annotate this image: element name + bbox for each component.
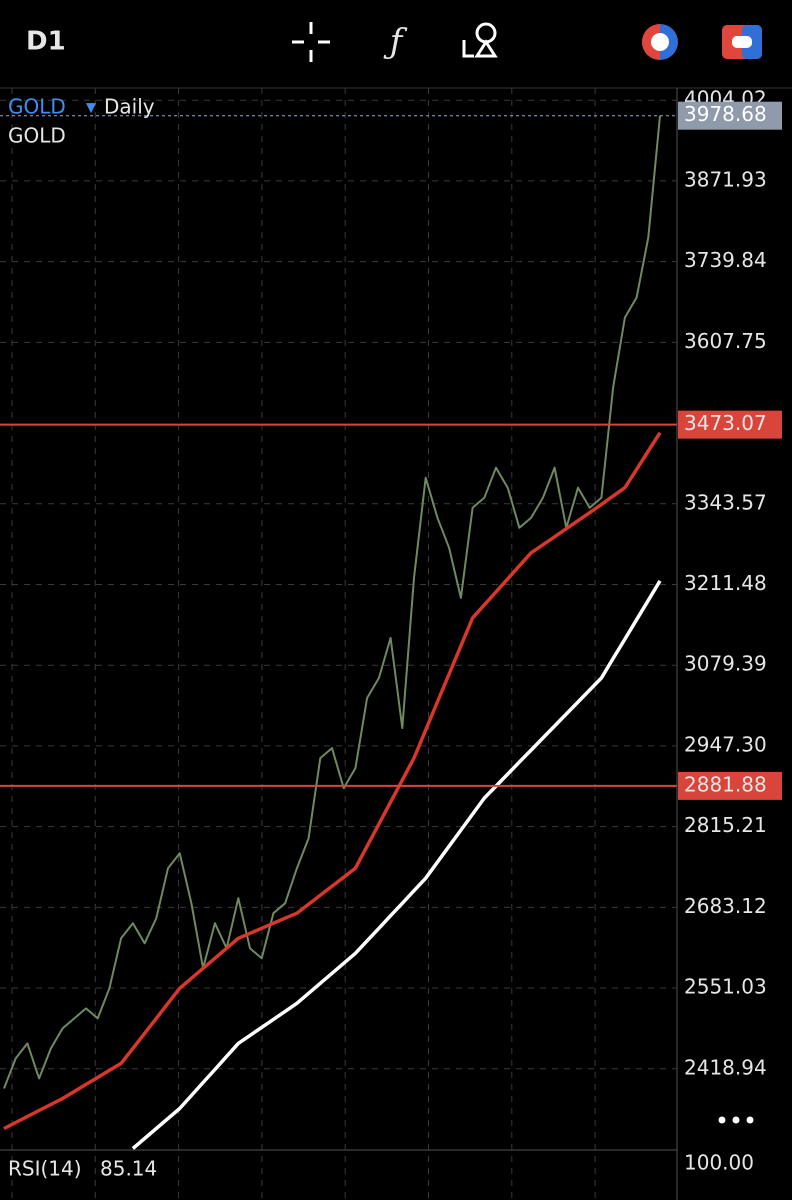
series-label: GOLD (8, 124, 66, 148)
y-tick-label: 2947.30 (684, 732, 767, 756)
last-price-label: 3978.68 (684, 102, 767, 126)
y-tick-label: 2815.21 (684, 813, 767, 837)
level-label-box (678, 410, 782, 439)
crosshair-icon[interactable] (292, 22, 330, 62)
y-tick-label: 3211.48 (684, 571, 767, 595)
period-label: Daily (104, 95, 155, 119)
indicator-value: 85.14 (100, 1157, 157, 1181)
y-tick-label: 3871.93 (684, 167, 767, 191)
timeframe-button[interactable]: D1 (26, 27, 66, 57)
y-tick-label: 3607.75 (684, 329, 767, 353)
level-label-box (678, 771, 782, 800)
level-label: 2881.88 (684, 772, 767, 796)
price-line (3, 115, 661, 1089)
moving-average (3, 431, 662, 1131)
symbol-selector[interactable]: GOLD (8, 95, 66, 119)
more-button[interactable] (718, 1116, 754, 1124)
trade-icon[interactable] (642, 24, 678, 60)
objects-icon[interactable] (462, 22, 498, 58)
y-tick-label: 2418.94 (684, 1055, 767, 1079)
y-tick-label: 2683.12 (684, 894, 767, 918)
moving-average (131, 579, 662, 1150)
level-label: 3473.07 (684, 411, 767, 435)
indicator-tick-label: 100.00 (684, 1151, 754, 1175)
account-icon[interactable] (722, 25, 762, 59)
y-tick-label: 3079.39 (684, 652, 767, 676)
y-tick-label: 3343.57 (684, 490, 767, 514)
y-tick-label: 3739.84 (684, 248, 767, 272)
symbol-dropdown-arrow[interactable]: ▼ (86, 101, 96, 116)
indicator-name: RSI(14) (8, 1157, 82, 1181)
y-tick-label: 2551.03 (684, 975, 767, 999)
last-price-box (678, 101, 782, 130)
